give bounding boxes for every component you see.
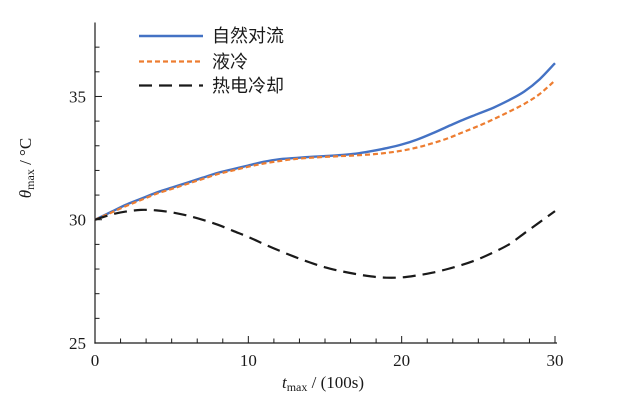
series-lines [94,62,556,279]
x-tick-labels: 0 10 20 30 [91,351,564,370]
x-tick-label-10: 10 [240,351,257,370]
y-axis-subscript: max [23,169,37,190]
y-tick-labels: 25 30 35 [69,87,86,353]
axes [94,22,557,344]
x-axis-unit: / (100s) [307,373,364,392]
y-axis-unit: / °C [16,138,35,169]
x-axis-ticks [94,336,556,343]
y-tick-label-35: 35 [69,87,86,106]
x-tick-label-30: 30 [547,351,564,370]
legend-label-natural-convection: 自然对流 [212,26,284,46]
series-line-0 [94,62,556,221]
series-line-2 [94,208,556,279]
y-axis-symbol: θ [16,190,35,198]
x-axis-title: tmax / (100s) [282,373,364,394]
x-axis-symbol: t [282,373,288,392]
x-tick-label-0: 0 [91,351,100,370]
y-axis-title: θmax / °C [16,138,37,198]
x-axis-subscript: max [287,380,308,394]
legend-label-thermoelectric-cooling: 热电冷却 [212,76,284,96]
y-tick-label-30: 30 [69,211,86,230]
legend: 自然对流 液冷 热电冷却 [139,26,284,96]
legend-label-liquid-cooling: 液冷 [212,52,248,72]
x-tick-label-20: 20 [393,351,410,370]
series-line-1 [94,79,556,221]
y-axis-ticks [95,46,102,344]
y-tick-label-25: 25 [69,334,86,353]
